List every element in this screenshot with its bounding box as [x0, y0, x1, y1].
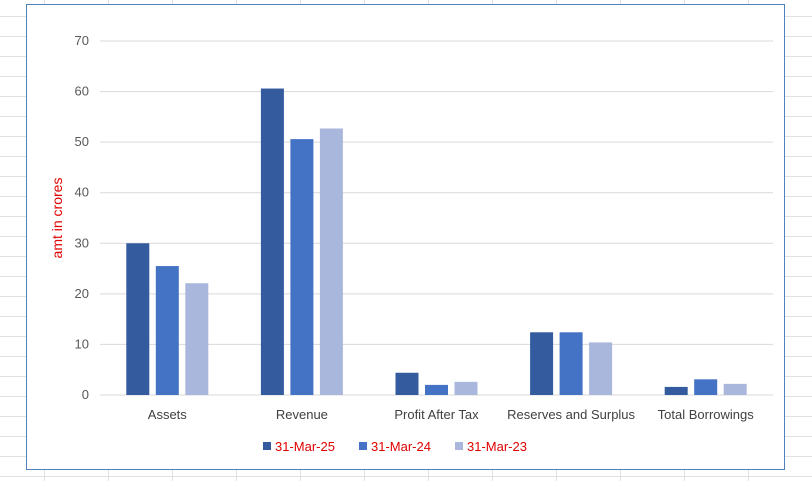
bar-assets-series-2: [185, 283, 209, 395]
x-category-label: Total Borrowings: [658, 407, 755, 422]
bar-total-borrowings-series-1: [694, 379, 718, 395]
y-tick-label: 60: [75, 84, 89, 99]
legend-label: 31-Mar-24: [371, 439, 431, 454]
legend-swatch: [455, 442, 463, 450]
legend-swatch: [263, 442, 271, 450]
bar-reserves-and-surplus-series-0: [530, 332, 554, 395]
y-axis-label: amt in crores: [49, 178, 65, 259]
gridlines: [100, 40, 773, 396]
y-tick-label: 20: [75, 286, 89, 301]
bar-assets-series-1: [155, 266, 179, 395]
y-tick-label: 40: [75, 185, 89, 200]
bar-reserves-and-surplus-series-2: [589, 342, 613, 395]
bars: [126, 88, 747, 395]
legend-swatch: [359, 442, 367, 450]
bar-profit-after-tax-series-0: [395, 372, 419, 395]
legend: 31-Mar-25 31-Mar-24 31-Mar-23: [263, 439, 527, 454]
x-category-label: Reserves and Surplus: [507, 407, 635, 422]
y-tick-label: 50: [75, 134, 89, 149]
legend-label: 31-Mar-23: [467, 439, 527, 454]
bar-assets-series-0: [126, 243, 150, 395]
bar-revenue-series-0: [260, 88, 284, 395]
bar-total-borrowings-series-0: [664, 386, 688, 395]
bar-revenue-series-1: [290, 139, 314, 395]
y-tick-label: 10: [75, 336, 89, 351]
bar-reserves-and-surplus-series-1: [559, 332, 583, 395]
y-axis-ticks: 0 10 20 30 40 50 60 70: [75, 33, 89, 402]
bar-chart: 0 10 20 30 40 50 60 70 Assets Revenue Profit Afte…: [49, 33, 773, 454]
chart-area: 0 10 20 30 40 50 60 70 Assets Revenue Profit Afte…: [26, 4, 785, 470]
bar-profit-after-tax-series-2: [454, 381, 478, 395]
y-tick-label: 0: [82, 387, 89, 402]
bar-total-borrowings-series-2: [723, 383, 747, 395]
x-axis-categories: Assets Revenue Profit After Tax Reserves an…: [148, 407, 754, 422]
bar-profit-after-tax-series-1: [425, 384, 448, 395]
x-category-label: Profit After Tax: [394, 407, 479, 422]
x-category-label: Revenue: [276, 407, 328, 422]
x-category-label: Assets: [148, 407, 188, 422]
y-tick-label: 30: [75, 235, 89, 250]
bar-revenue-series-2: [319, 128, 343, 395]
y-tick-label: 70: [75, 33, 89, 48]
legend-label: 31-Mar-25: [275, 439, 335, 454]
